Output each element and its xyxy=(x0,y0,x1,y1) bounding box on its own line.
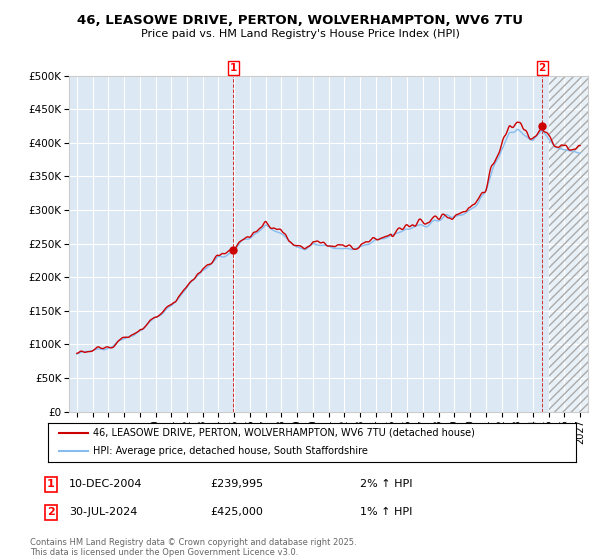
Text: 2: 2 xyxy=(538,63,546,73)
Text: HPI: Average price, detached house, South Staffordshire: HPI: Average price, detached house, Sout… xyxy=(93,446,368,456)
Text: Contains HM Land Registry data © Crown copyright and database right 2025.
This d: Contains HM Land Registry data © Crown c… xyxy=(30,538,356,557)
Text: 10-DEC-2004: 10-DEC-2004 xyxy=(69,479,143,489)
Text: 2: 2 xyxy=(47,507,55,517)
Text: 46, LEASOWE DRIVE, PERTON, WOLVERHAMPTON, WV6 7TU (detached house): 46, LEASOWE DRIVE, PERTON, WOLVERHAMPTON… xyxy=(93,428,475,437)
Text: 30-JUL-2024: 30-JUL-2024 xyxy=(69,507,137,517)
Text: 1: 1 xyxy=(230,63,237,73)
Text: 2% ↑ HPI: 2% ↑ HPI xyxy=(360,479,413,489)
Text: 46, LEASOWE DRIVE, PERTON, WOLVERHAMPTON, WV6 7TU: 46, LEASOWE DRIVE, PERTON, WOLVERHAMPTON… xyxy=(77,14,523,27)
Text: Price paid vs. HM Land Registry's House Price Index (HPI): Price paid vs. HM Land Registry's House … xyxy=(140,29,460,39)
Text: 1% ↑ HPI: 1% ↑ HPI xyxy=(360,507,412,517)
Text: £239,995: £239,995 xyxy=(210,479,263,489)
Text: 1: 1 xyxy=(47,479,55,489)
Text: £425,000: £425,000 xyxy=(210,507,263,517)
